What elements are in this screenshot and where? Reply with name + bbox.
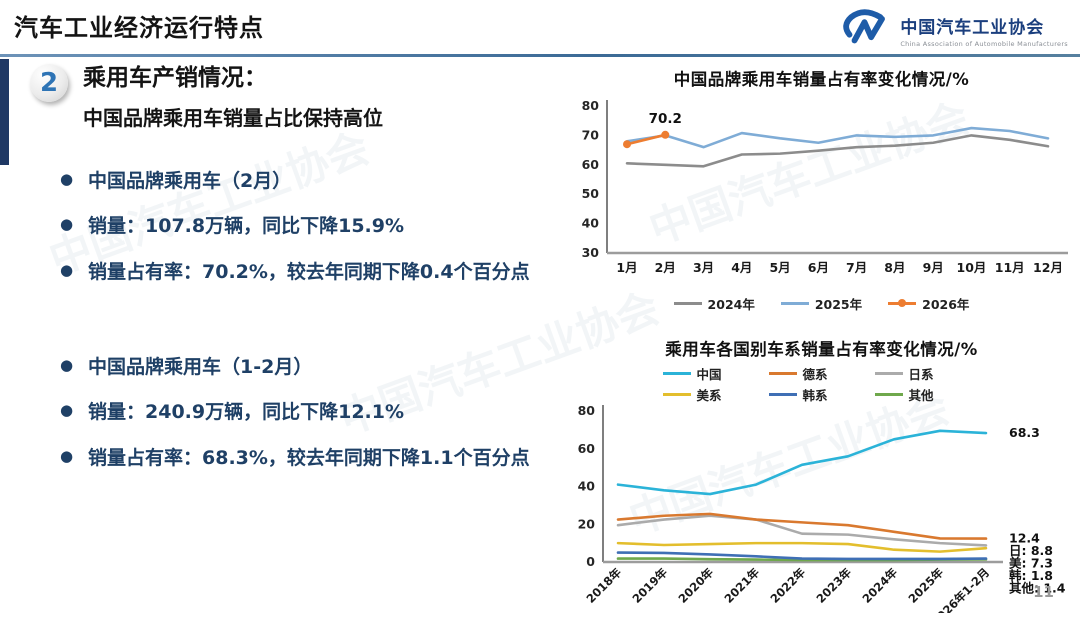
section-heading: 2 乘用车产销情况： 中国品牌乘用车销量占比保持高位 <box>30 64 383 131</box>
svg-text:5月: 5月 <box>769 260 790 275</box>
legend-item: 2026年 <box>888 294 969 313</box>
legend-swatch-icon <box>874 390 903 399</box>
legend-label: 其他 <box>908 388 934 403</box>
legend-swatch-icon <box>780 299 809 308</box>
svg-text:40: 40 <box>578 479 596 494</box>
svg-text:30: 30 <box>582 245 600 260</box>
legend-item: 2025年 <box>780 294 863 313</box>
chart-legend: 中国 德系 日系美系 韩系 其他 <box>648 363 996 405</box>
svg-text:日: 8.8: 日: 8.8 <box>1009 543 1053 558</box>
list-item: 销量：240.9万辆，同比下降12.1% <box>58 397 536 427</box>
legend-label: 日系 <box>908 367 934 382</box>
list-item: 销量占有率：68.3%，较去年同期下降1.1个百分点 <box>58 443 536 473</box>
caam-logo-name: 中国汽车工业协会 <box>900 17 1045 38</box>
svg-text:2月: 2月 <box>655 260 676 275</box>
svg-text:12月: 12月 <box>1033 260 1063 275</box>
svg-text:10月: 10月 <box>957 260 987 275</box>
svg-text:40: 40 <box>582 216 600 231</box>
svg-text:68.3: 68.3 <box>1009 425 1040 440</box>
legend-swatch-icon <box>673 299 702 308</box>
svg-text:4月: 4月 <box>731 260 752 275</box>
svg-text:60: 60 <box>582 157 600 172</box>
svg-text:2022年: 2022年 <box>767 565 808 606</box>
caam-logo: 中国汽车工业协会 China Association of Automobile… <box>842 8 1068 52</box>
left-accent-stripe <box>0 59 9 165</box>
caam-logo-icon <box>842 8 892 52</box>
legend-item: 韩系 <box>768 385 875 404</box>
svg-text:0: 0 <box>586 554 595 569</box>
svg-text:7月: 7月 <box>846 260 867 275</box>
legend-item: 美系 <box>662 385 769 404</box>
svg-text:12.4: 12.4 <box>1009 531 1040 546</box>
svg-text:2018年: 2018年 <box>583 565 624 606</box>
svg-text:8月: 8月 <box>884 260 905 275</box>
legend-label: 2025年 <box>814 297 863 312</box>
legend-label: 中国 <box>696 367 722 382</box>
caam-logo-tagline: China Association of Automobile Manufact… <box>900 39 1068 48</box>
legend-item: 2024年 <box>673 294 755 313</box>
legend-swatch-icon <box>768 390 797 399</box>
list-item: 销量：107.8万辆，同比下降15.9% <box>58 211 536 241</box>
chart-brand-share-monthly: 中国品牌乘用车销量占有率变化情况/% 80 70 60 50 40 30 1月 2月 3月 4月 5… <box>563 66 1080 313</box>
svg-text:80: 80 <box>582 98 600 113</box>
line-chart-monthly-share: 80 70 60 50 40 30 1月 2月 3月 4月 5月 6月 7月 8月 9月 10月 11月 12月 7… <box>582 98 1068 275</box>
svg-text:2020年: 2020年 <box>675 565 716 606</box>
chart-title: 乘用车各国别车系销量占有率变化情况/% <box>665 340 978 359</box>
svg-text:11月: 11月 <box>995 260 1025 275</box>
svg-text:80: 80 <box>578 405 596 418</box>
legend-item: 日系 <box>874 364 981 383</box>
svg-text:50: 50 <box>582 186 600 201</box>
list-item: 销量占有率：70.2%，较去年同期下降0.4个百分点 <box>58 257 536 287</box>
legend-label: 德系 <box>802 367 828 382</box>
header-divider <box>0 54 1080 57</box>
bullet-list-february: 中国品牌乘用车（2月） 销量：107.8万辆，同比下降15.9% 销量占有率：7… <box>58 166 536 302</box>
svg-text:70.2: 70.2 <box>649 111 682 127</box>
svg-text:2024年: 2024年 <box>859 565 900 606</box>
svg-text:3月: 3月 <box>693 260 714 275</box>
legend-label: 美系 <box>696 388 722 403</box>
legend-item: 其他 <box>874 385 981 404</box>
svg-text:2025年: 2025年 <box>905 565 946 606</box>
legend-item: 德系 <box>768 364 875 383</box>
svg-text:70: 70 <box>582 127 600 142</box>
page-title: 汽车工业经济运行特点 <box>14 14 264 42</box>
section-number-badge: 2 <box>30 64 68 102</box>
svg-text:9月: 9月 <box>923 260 944 275</box>
list-item: 中国品牌乘用车（1-2月） <box>58 352 536 382</box>
legend-swatch-icon <box>888 299 917 308</box>
svg-text:其他: 1.4: 其他: 1.4 <box>1009 581 1066 596</box>
legend-swatch-icon <box>662 390 691 399</box>
chart-country-series-share: 乘用车各国别车系销量占有率变化情况/% 中国 德系 日系美系 韩系 其他 80 60 40 2… <box>563 336 1080 617</box>
legend-swatch-icon <box>662 369 691 378</box>
svg-text:2023年: 2023年 <box>813 565 854 606</box>
svg-text:2021年: 2021年 <box>721 565 762 606</box>
legend-swatch-icon <box>874 369 903 378</box>
legend-label: 韩系 <box>802 388 828 403</box>
legend-swatch-icon <box>768 369 797 378</box>
list-item: 中国品牌乘用车（2月） <box>58 166 536 196</box>
chart-title: 中国品牌乘用车销量占有率变化情况/% <box>673 70 970 89</box>
section-subtitle: 中国品牌乘用车销量占比保持高位 <box>83 105 383 130</box>
legend-label: 2026年 <box>922 297 970 312</box>
page-number: 11 <box>1033 583 1054 601</box>
svg-text:美: 7.3: 美: 7.3 <box>1009 556 1053 571</box>
section-title: 乘用车产销情况： <box>83 65 267 91</box>
svg-text:60: 60 <box>578 441 596 456</box>
bullet-list-jan-february: 中国品牌乘用车（1-2月） 销量：240.9万辆，同比下降12.1% 销量占有率… <box>58 352 536 488</box>
svg-text:2019年: 2019年 <box>629 565 670 606</box>
svg-text:1月: 1月 <box>616 260 637 275</box>
legend-label: 2024年 <box>707 297 755 312</box>
legend-item: 中国 <box>662 364 769 383</box>
svg-text:20: 20 <box>578 516 596 531</box>
svg-text:6月: 6月 <box>808 260 829 275</box>
svg-text:韩: 1.8: 韩: 1.8 <box>1009 568 1053 583</box>
chart-legend: 2024年 2025年 2026年 <box>563 294 1080 313</box>
